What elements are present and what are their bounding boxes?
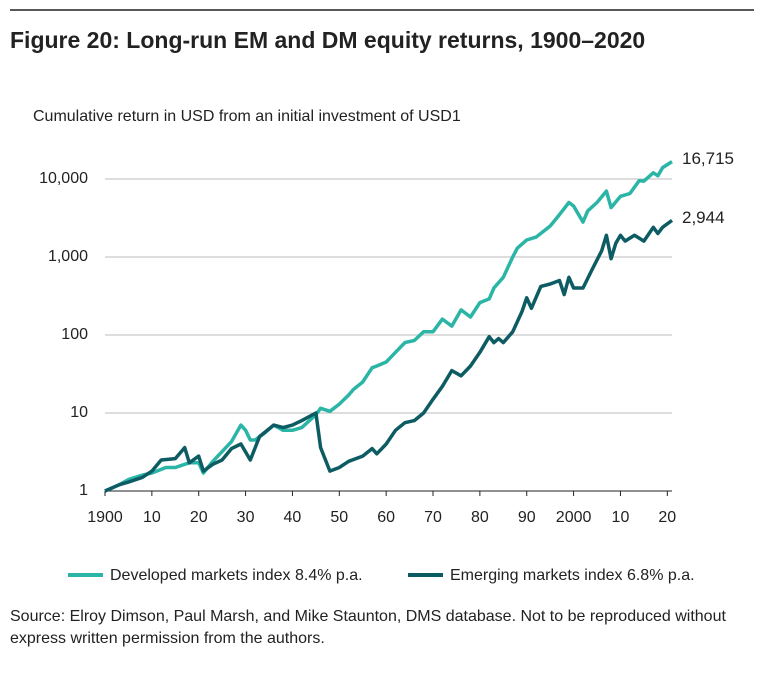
x-tick-label: 50	[330, 509, 348, 526]
x-tick-label: 70	[424, 509, 442, 526]
legend-label: Emerging markets index 6.8% p.a.	[450, 567, 695, 584]
x-tick-label: 10	[612, 509, 630, 526]
x-tick-label: 30	[237, 509, 255, 526]
x-tick-label: 20	[190, 509, 208, 526]
x-tick-label: 80	[471, 509, 489, 526]
y-tick-label: 10,000	[39, 170, 88, 187]
y-tick-label: 1,000	[48, 248, 88, 265]
x-tick-label: 90	[518, 509, 536, 526]
x-tick-label: 1900	[87, 509, 123, 526]
y-tick-label: 100	[61, 326, 88, 343]
end-label: 16,715	[682, 149, 734, 168]
x-tick-label: 20	[658, 509, 676, 526]
chart-subtitle: Cumulative return in USD from an initial…	[33, 108, 461, 125]
chart-title: Figure 20: Long-run EM and DM equity ret…	[10, 27, 645, 53]
legend-label: Developed markets index 8.4% p.a.	[110, 567, 363, 584]
series-line	[104, 218, 674, 493]
y-tick-label: 10	[70, 404, 88, 421]
x-tick-label: 2000	[556, 509, 592, 526]
x-tick-label: 40	[284, 509, 302, 526]
end-label: 2,944	[682, 208, 725, 227]
source: Source: Elroy Dimson, Paul Marsh, and Mi…	[10, 608, 726, 647]
source-box: Source: Elroy Dimson, Paul Marsh, and Mi…	[10, 608, 726, 647]
y-tick-label: 1	[79, 482, 88, 499]
series-line	[104, 160, 673, 493]
x-tick-label: 10	[143, 509, 161, 526]
x-tick-label: 60	[377, 509, 395, 526]
